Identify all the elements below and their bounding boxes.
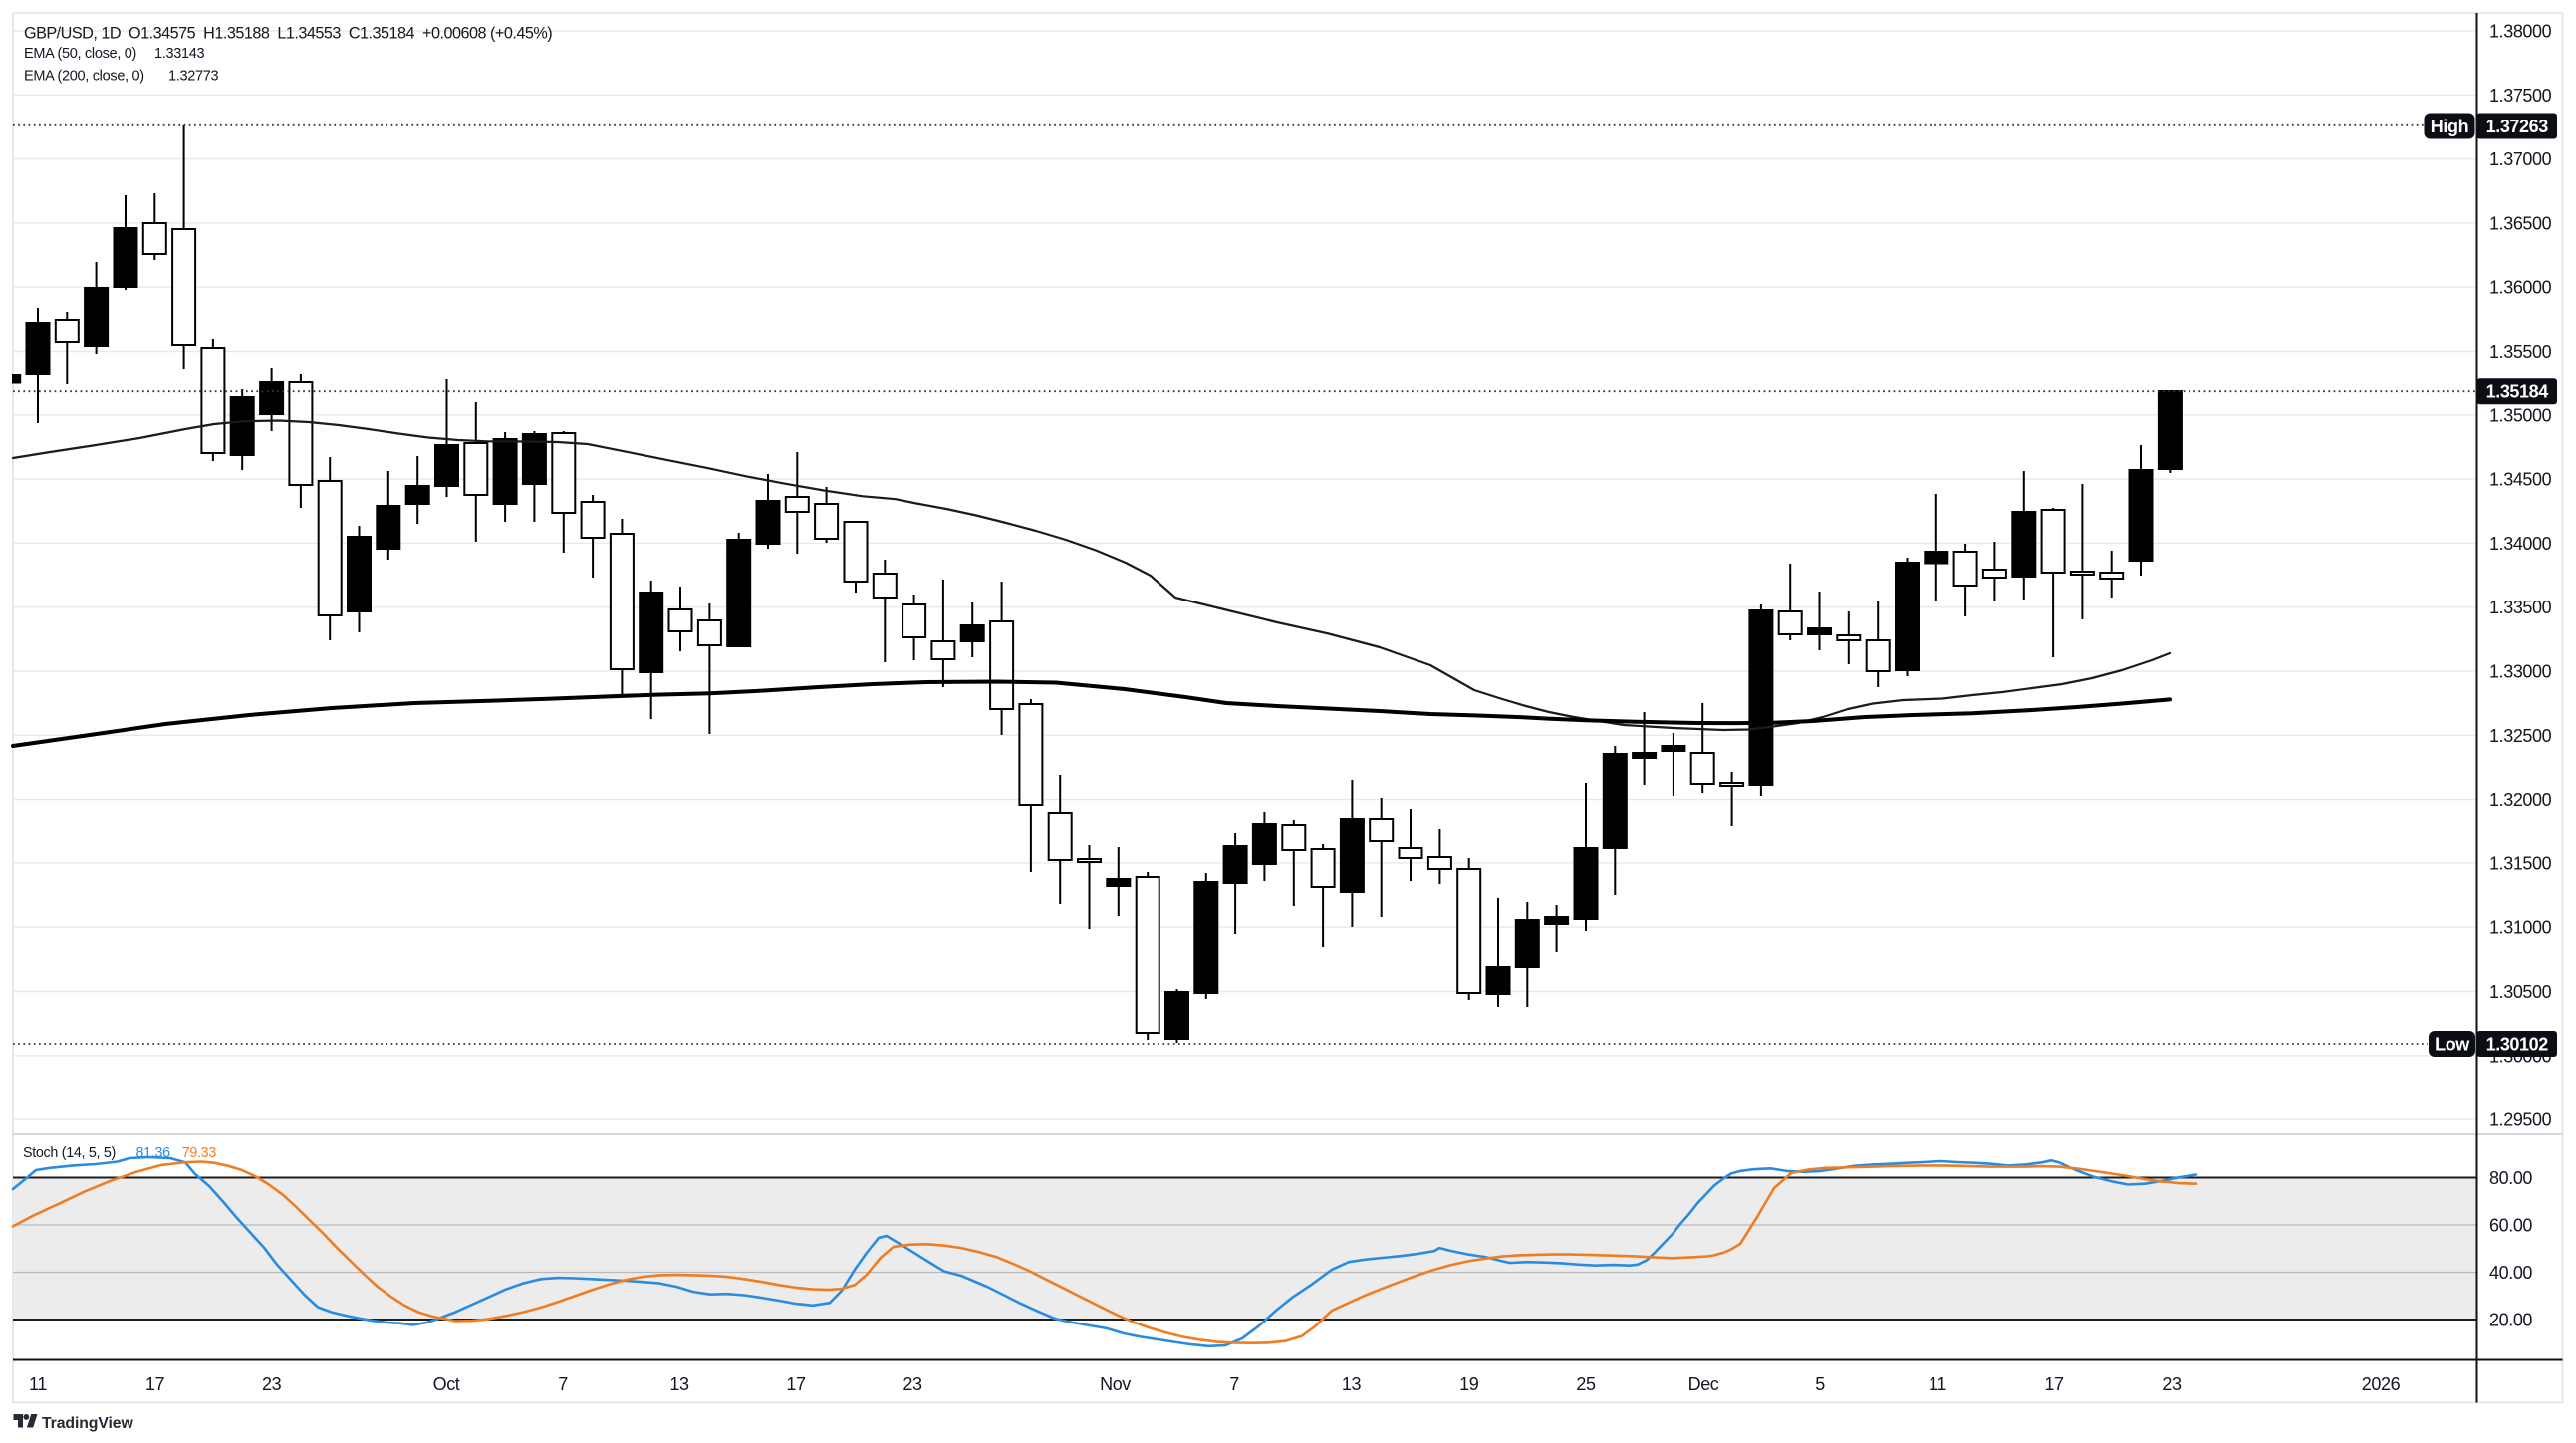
svg-text:1.33500: 1.33500 — [2489, 598, 2552, 617]
svg-text:11: 11 — [29, 1374, 47, 1394]
svg-text:Low: Low — [2435, 1035, 2470, 1055]
svg-text:11: 11 — [1929, 1374, 1946, 1394]
svg-text:1.34000: 1.34000 — [2489, 534, 2552, 554]
svg-text:1.29500: 1.29500 — [2489, 1110, 2552, 1130]
svg-text:High: High — [2431, 117, 2468, 136]
svg-text:Oct: Oct — [433, 1374, 460, 1394]
svg-text:1.31000: 1.31000 — [2489, 918, 2552, 938]
svg-text:81.36: 81.36 — [136, 1145, 171, 1161]
svg-text:1.34500: 1.34500 — [2489, 470, 2552, 490]
svg-text:23: 23 — [2162, 1374, 2182, 1394]
svg-text:Dec: Dec — [1688, 1374, 1719, 1394]
svg-text:1.37500: 1.37500 — [2489, 86, 2552, 106]
svg-text:17: 17 — [145, 1374, 165, 1394]
svg-text:1.32000: 1.32000 — [2489, 790, 2552, 810]
svg-text:60.00: 60.00 — [2489, 1216, 2532, 1236]
svg-text:1.35500: 1.35500 — [2489, 342, 2552, 361]
svg-text:17: 17 — [2044, 1374, 2064, 1394]
svg-text:EMA (50, close, 0): EMA (50, close, 0) — [24, 46, 136, 62]
svg-text:TradingView: TradingView — [42, 1415, 133, 1432]
svg-text:1.32500: 1.32500 — [2489, 726, 2552, 746]
svg-text:40.00: 40.00 — [2489, 1263, 2532, 1283]
svg-text:1.36000: 1.36000 — [2489, 278, 2552, 298]
svg-text:1.36500: 1.36500 — [2489, 213, 2552, 233]
svg-text:1.37263: 1.37263 — [2486, 117, 2549, 136]
svg-text:2026: 2026 — [2362, 1374, 2401, 1394]
svg-text:1.31500: 1.31500 — [2489, 853, 2552, 873]
svg-text:79.33: 79.33 — [182, 1145, 217, 1161]
svg-text:23: 23 — [902, 1374, 922, 1394]
svg-text:1.33000: 1.33000 — [2489, 662, 2552, 682]
svg-text:Stoch (14, 5, 5): Stoch (14, 5, 5) — [23, 1145, 116, 1161]
svg-text:19: 19 — [1459, 1374, 1479, 1394]
svg-text:20.00: 20.00 — [2489, 1311, 2532, 1330]
svg-text:1.35184: 1.35184 — [2486, 382, 2549, 402]
svg-text:1.37000: 1.37000 — [2489, 149, 2552, 169]
svg-text:7: 7 — [558, 1374, 568, 1394]
svg-text:GBP/USD, 1D O1.34575 H1.3518: GBP/USD, 1D O1.34575 H1.35188 L1.34553 C… — [24, 25, 552, 43]
svg-text:23: 23 — [262, 1374, 282, 1394]
svg-text:13: 13 — [669, 1374, 689, 1394]
svg-text:5: 5 — [1815, 1374, 1825, 1394]
svg-text:1.30102: 1.30102 — [2486, 1035, 2549, 1055]
svg-text:1.33143: 1.33143 — [154, 46, 205, 62]
svg-text:EMA (200, close, 0): EMA (200, close, 0) — [24, 69, 144, 85]
svg-text:1.30500: 1.30500 — [2489, 982, 2552, 1002]
svg-text:13: 13 — [1342, 1374, 1362, 1394]
svg-text:7: 7 — [1229, 1374, 1239, 1394]
svg-text:Nov: Nov — [1100, 1374, 1131, 1394]
svg-text:80.00: 80.00 — [2489, 1168, 2532, 1188]
svg-text:1.32773: 1.32773 — [168, 69, 219, 85]
svg-text:1.35000: 1.35000 — [2489, 405, 2552, 425]
svg-text:1.38000: 1.38000 — [2489, 22, 2552, 42]
svg-text:25: 25 — [1576, 1374, 1596, 1394]
svg-text:17: 17 — [786, 1374, 806, 1394]
